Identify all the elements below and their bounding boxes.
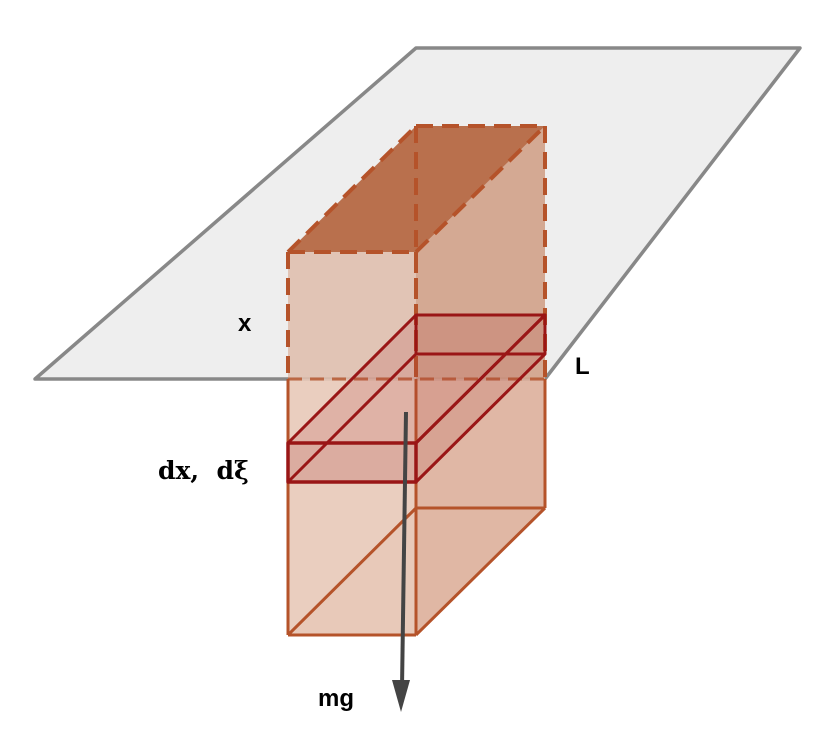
arrow-head — [392, 680, 410, 712]
label-slice: dx, dξ — [158, 456, 249, 485]
label-weight: mg — [318, 685, 354, 712]
weight-arrow — [392, 411, 410, 712]
slice-element — [286, 313, 547, 484]
label-L: L — [575, 353, 590, 380]
submerged-block — [286, 379, 547, 637]
label-x: x — [238, 310, 252, 337]
